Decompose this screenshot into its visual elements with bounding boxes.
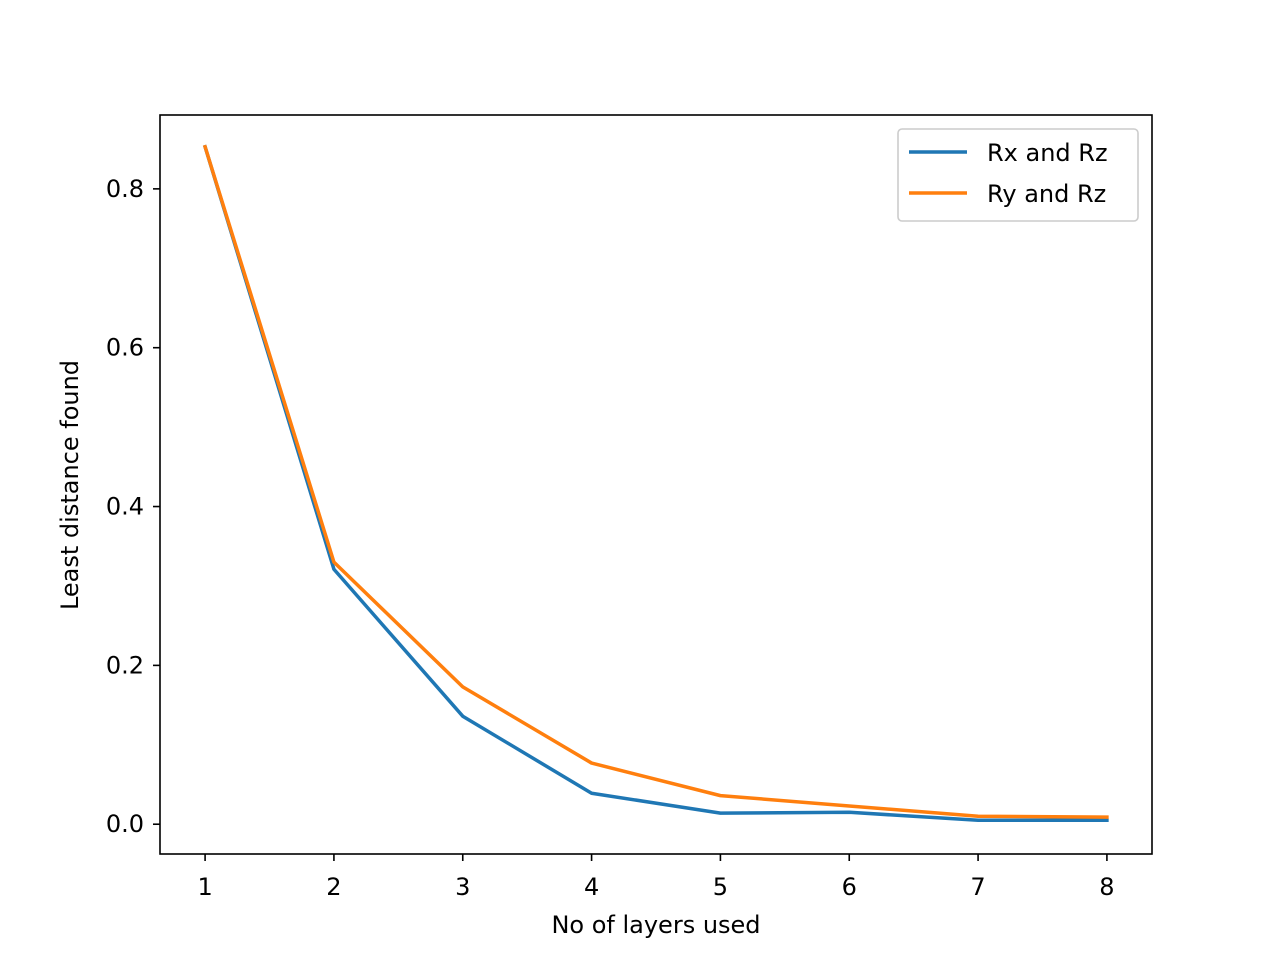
x-axis: 1 2 3 4 5 6 7 8: [197, 854, 1115, 901]
x-tick-label: 5: [713, 873, 728, 901]
series-line-2: [202, 144, 1109, 819]
y-axis-label: Least distance found: [56, 360, 84, 610]
y-tick-label: 0.4: [106, 493, 144, 521]
x-tick-label: 4: [584, 873, 599, 901]
x-axis-label: No of layers used: [551, 911, 760, 939]
y-axis: 0.0 0.2 0.4 0.6 0.8: [106, 175, 160, 838]
plot-frame: [159, 114, 1153, 855]
x-tick-label: 8: [1099, 873, 1114, 901]
plot-lines: [202, 144, 1109, 822]
y-tick-label: 0.6: [106, 334, 144, 362]
x-tick-label: 2: [326, 873, 341, 901]
series-line-1: [202, 144, 1109, 822]
y-tick-label: 0.8: [106, 175, 144, 203]
legend: Rx and Rz Ry and Rz: [897, 128, 1139, 222]
legend-label-1: Rx and Rz: [987, 139, 1108, 167]
y-tick-label: 0.0: [106, 810, 144, 838]
x-tick-label: 1: [197, 873, 212, 901]
legend-label-2: Ry and Rz: [987, 180, 1106, 208]
y-tick-label: 0.2: [106, 651, 144, 679]
x-tick-label: 6: [842, 873, 857, 901]
x-tick-label: 3: [455, 873, 470, 901]
x-tick-label: 7: [970, 873, 985, 901]
